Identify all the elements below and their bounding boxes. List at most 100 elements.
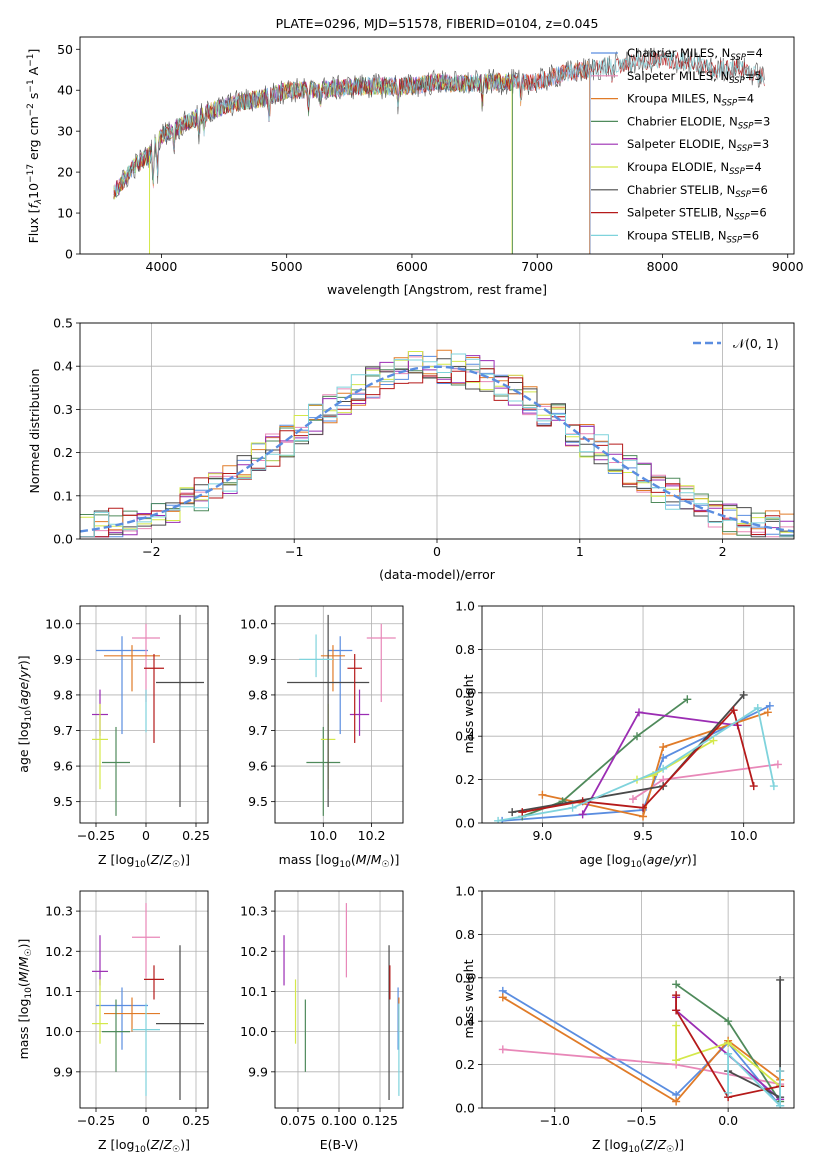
- errorbar-point: [92, 703, 108, 790]
- y-tick-label: 1.0: [455, 884, 475, 899]
- plus-marker: [724, 1038, 733, 1047]
- x-axis-label: Z [log10(Z/Z☉)]: [98, 1137, 190, 1155]
- plus-marker: [508, 808, 517, 817]
- x-axis-label: E(B-V): [320, 1137, 359, 1152]
- x-tick-label: 9.0: [532, 828, 552, 843]
- errorbar-point: [144, 654, 164, 743]
- y-tick-label: 0.4: [455, 729, 475, 744]
- plus-marker: [776, 1101, 785, 1108]
- y-tick-label: 30: [57, 124, 73, 139]
- y-tick-label: 9.6: [248, 759, 268, 774]
- x-tick-label: −0.25: [77, 828, 115, 843]
- x-tick-label: 0.075: [280, 1113, 316, 1128]
- plus-marker: [498, 1045, 507, 1054]
- normal-reference-curve: [80, 365, 794, 533]
- x-tick-label: 9.5: [633, 828, 653, 843]
- y-tick-label: 0.8: [455, 927, 475, 942]
- axes-mass-vs-z: [76, 891, 208, 1112]
- y-tick-label: 9.6: [53, 759, 73, 774]
- y-tick-label: 9.9: [53, 652, 73, 667]
- plus-marker: [672, 1006, 681, 1015]
- plus-marker: [773, 760, 782, 769]
- x-tick-label: 10.0: [309, 828, 337, 843]
- axes-frame: [79, 36, 795, 255]
- plus-marker: [753, 703, 762, 712]
- x-axis-label: (data-model)/error: [379, 567, 496, 582]
- y-tick-label: 0.0: [455, 1101, 475, 1116]
- x-tick-label: 4000: [146, 259, 178, 274]
- plus-marker: [709, 736, 718, 745]
- y-tick-label: 0.6: [455, 970, 475, 985]
- axes-frame: [79, 322, 795, 540]
- y-tick-label: 10: [57, 206, 73, 221]
- plus-marker: [765, 701, 774, 710]
- errorbar-point: [156, 614, 204, 807]
- x-axis-label: Z [log10(Z/Z☉)]: [592, 1137, 684, 1155]
- plus-marker: [672, 1021, 681, 1030]
- plus-marker: [628, 795, 637, 804]
- errorbar-point: [104, 645, 160, 692]
- errorbar-point: [102, 726, 130, 816]
- plus-marker: [518, 808, 527, 817]
- plus-marker: [763, 708, 772, 717]
- errorbar-point: [299, 634, 333, 678]
- y-tick-label: 9.9: [248, 652, 268, 667]
- errorbar-point: [144, 965, 164, 1000]
- plus-marker: [635, 708, 644, 717]
- legend-entry: Kroupa ELODIE, NSSP=4: [627, 160, 762, 177]
- y-tick-label: 0.8: [455, 642, 475, 657]
- errorbar-point: [328, 636, 353, 735]
- y-tick-label: 9.9: [53, 1064, 73, 1079]
- axes-frame: [274, 890, 404, 1109]
- y-tick-label: 10.2: [45, 944, 73, 959]
- axes-frame: [481, 890, 795, 1109]
- y-tick-label: 1.0: [455, 599, 475, 614]
- axes-frame: [79, 605, 209, 824]
- legend-entry: Salpeter STELIB, NSSP=6: [627, 206, 767, 223]
- axes-spectrum: [76, 48, 789, 258]
- y-tick-label: 0.6: [455, 685, 475, 700]
- plot-area-weight-vs-age: [494, 690, 782, 823]
- plot-area-mass-vs-ebv: [283, 903, 400, 1100]
- x-tick-label: 0.125: [362, 1113, 398, 1128]
- y-tick-label: 10.3: [240, 904, 268, 919]
- errorbar-point: [96, 636, 148, 735]
- errorbar-point: [156, 945, 204, 1100]
- plus-marker: [498, 993, 507, 1002]
- plot-area-residuals: [80, 349, 794, 538]
- y-axis-label: Flux [fλ10−17 erg cm−2 s−1 A−1]: [26, 49, 44, 244]
- mass-weight-series-line: [512, 694, 745, 813]
- plus-marker: [672, 991, 681, 1000]
- axes-age-vs-z: [76, 606, 208, 827]
- mass-weight-series-line: [675, 1025, 781, 1087]
- plus-marker: [639, 803, 648, 812]
- x-axis-label: Z [log10(Z/Z☉)]: [98, 852, 190, 870]
- plus-marker: [729, 706, 738, 715]
- x-tick-label: 7000: [521, 259, 553, 274]
- x-tick-label: 0.25: [182, 828, 210, 843]
- x-tick-label: 0.100: [321, 1113, 357, 1128]
- x-tick-label: 1: [576, 544, 584, 559]
- errorbar-point: [349, 689, 370, 736]
- y-tick-label: 9.7: [53, 723, 73, 738]
- x-tick-label: 6000: [396, 259, 428, 274]
- x-tick-label: −1: [285, 544, 303, 559]
- axes-weight-vs-z: [478, 890, 794, 1112]
- legend-entry: Chabrier ELODIE, NSSP=3: [627, 114, 770, 131]
- x-tick-label: −0.5: [626, 1113, 656, 1128]
- y-tick-label: 0.4: [455, 1014, 475, 1029]
- y-tick-label: 10.0: [45, 1024, 73, 1039]
- legend-entry: Chabrier MILES, NSSP=4: [627, 46, 763, 63]
- x-tick-label: 0: [142, 1113, 150, 1128]
- errorbar-point: [92, 979, 108, 1044]
- y-axis-label: mass weight: [461, 959, 476, 1038]
- plus-marker: [672, 1056, 681, 1065]
- y-tick-label: 9.8: [53, 687, 73, 702]
- mass-weight-series-line: [497, 706, 775, 822]
- plus-marker: [672, 1097, 681, 1106]
- plot-area-mass-vs-z: [92, 903, 204, 1100]
- y-tick-label: 20: [57, 165, 73, 180]
- errorbar-point: [347, 654, 362, 743]
- plus-marker: [538, 790, 547, 799]
